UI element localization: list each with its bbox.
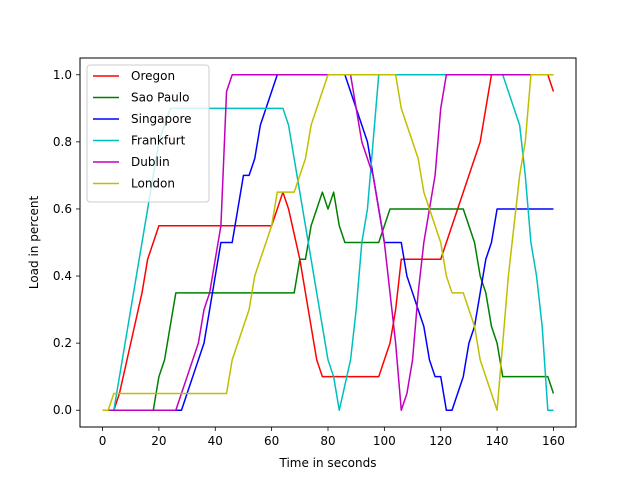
legend-label: Frankfurt xyxy=(131,134,186,148)
legend-label: London xyxy=(131,177,175,191)
series-line-london xyxy=(102,74,554,411)
legend-entry: London xyxy=(93,177,175,191)
y-tick-label: 0.0 xyxy=(53,403,72,417)
series-line-dublin xyxy=(102,74,554,411)
series-line-sao-paulo xyxy=(102,191,555,411)
x-axis: 0 20 40 60 80 100 120 140 160 xyxy=(99,427,565,448)
series-line-oregon xyxy=(102,74,555,411)
legend-entry: Dublin xyxy=(93,155,170,169)
y-axis-label: Load in percent xyxy=(27,196,41,290)
y-tick-label: 1.0 xyxy=(53,68,72,82)
legend-label: Singapore xyxy=(131,112,192,126)
legend-entry: Singapore xyxy=(93,112,192,126)
x-tick-label: 0 xyxy=(99,434,107,448)
legend-box xyxy=(86,64,210,203)
x-tick-label: 40 xyxy=(208,434,223,448)
x-tick-label: 120 xyxy=(429,434,452,448)
x-tick-label: 20 xyxy=(151,434,166,448)
y-axis: 0.0 0.2 0.4 0.6 0.8 1.0 xyxy=(53,68,80,417)
y-tick-label: 0.2 xyxy=(53,336,72,350)
legend: Oregon Sao Paulo Singapore Frankfurt Dublin L… xyxy=(86,64,210,203)
x-tick-label: 60 xyxy=(264,434,279,448)
x-tick-label: 140 xyxy=(486,434,509,448)
y-tick-label: 0.6 xyxy=(53,202,72,216)
legend-entry: Oregon xyxy=(93,69,175,83)
legend-entry: Frankfurt xyxy=(93,134,186,148)
legend-label: Oregon xyxy=(131,69,175,83)
legend-entry: Sao Paulo xyxy=(93,91,189,105)
x-tick-label: 160 xyxy=(542,434,565,448)
x-tick-label: 80 xyxy=(320,434,335,448)
y-tick-label: 0.8 xyxy=(53,135,72,149)
x-axis-label: Time in seconds xyxy=(279,456,377,470)
x-tick-label: 100 xyxy=(373,434,396,448)
legend-label: Sao Paulo xyxy=(131,91,189,105)
y-tick-label: 0.4 xyxy=(53,269,72,283)
legend-label: Dublin xyxy=(131,155,170,169)
series-line-singapore xyxy=(102,74,554,411)
